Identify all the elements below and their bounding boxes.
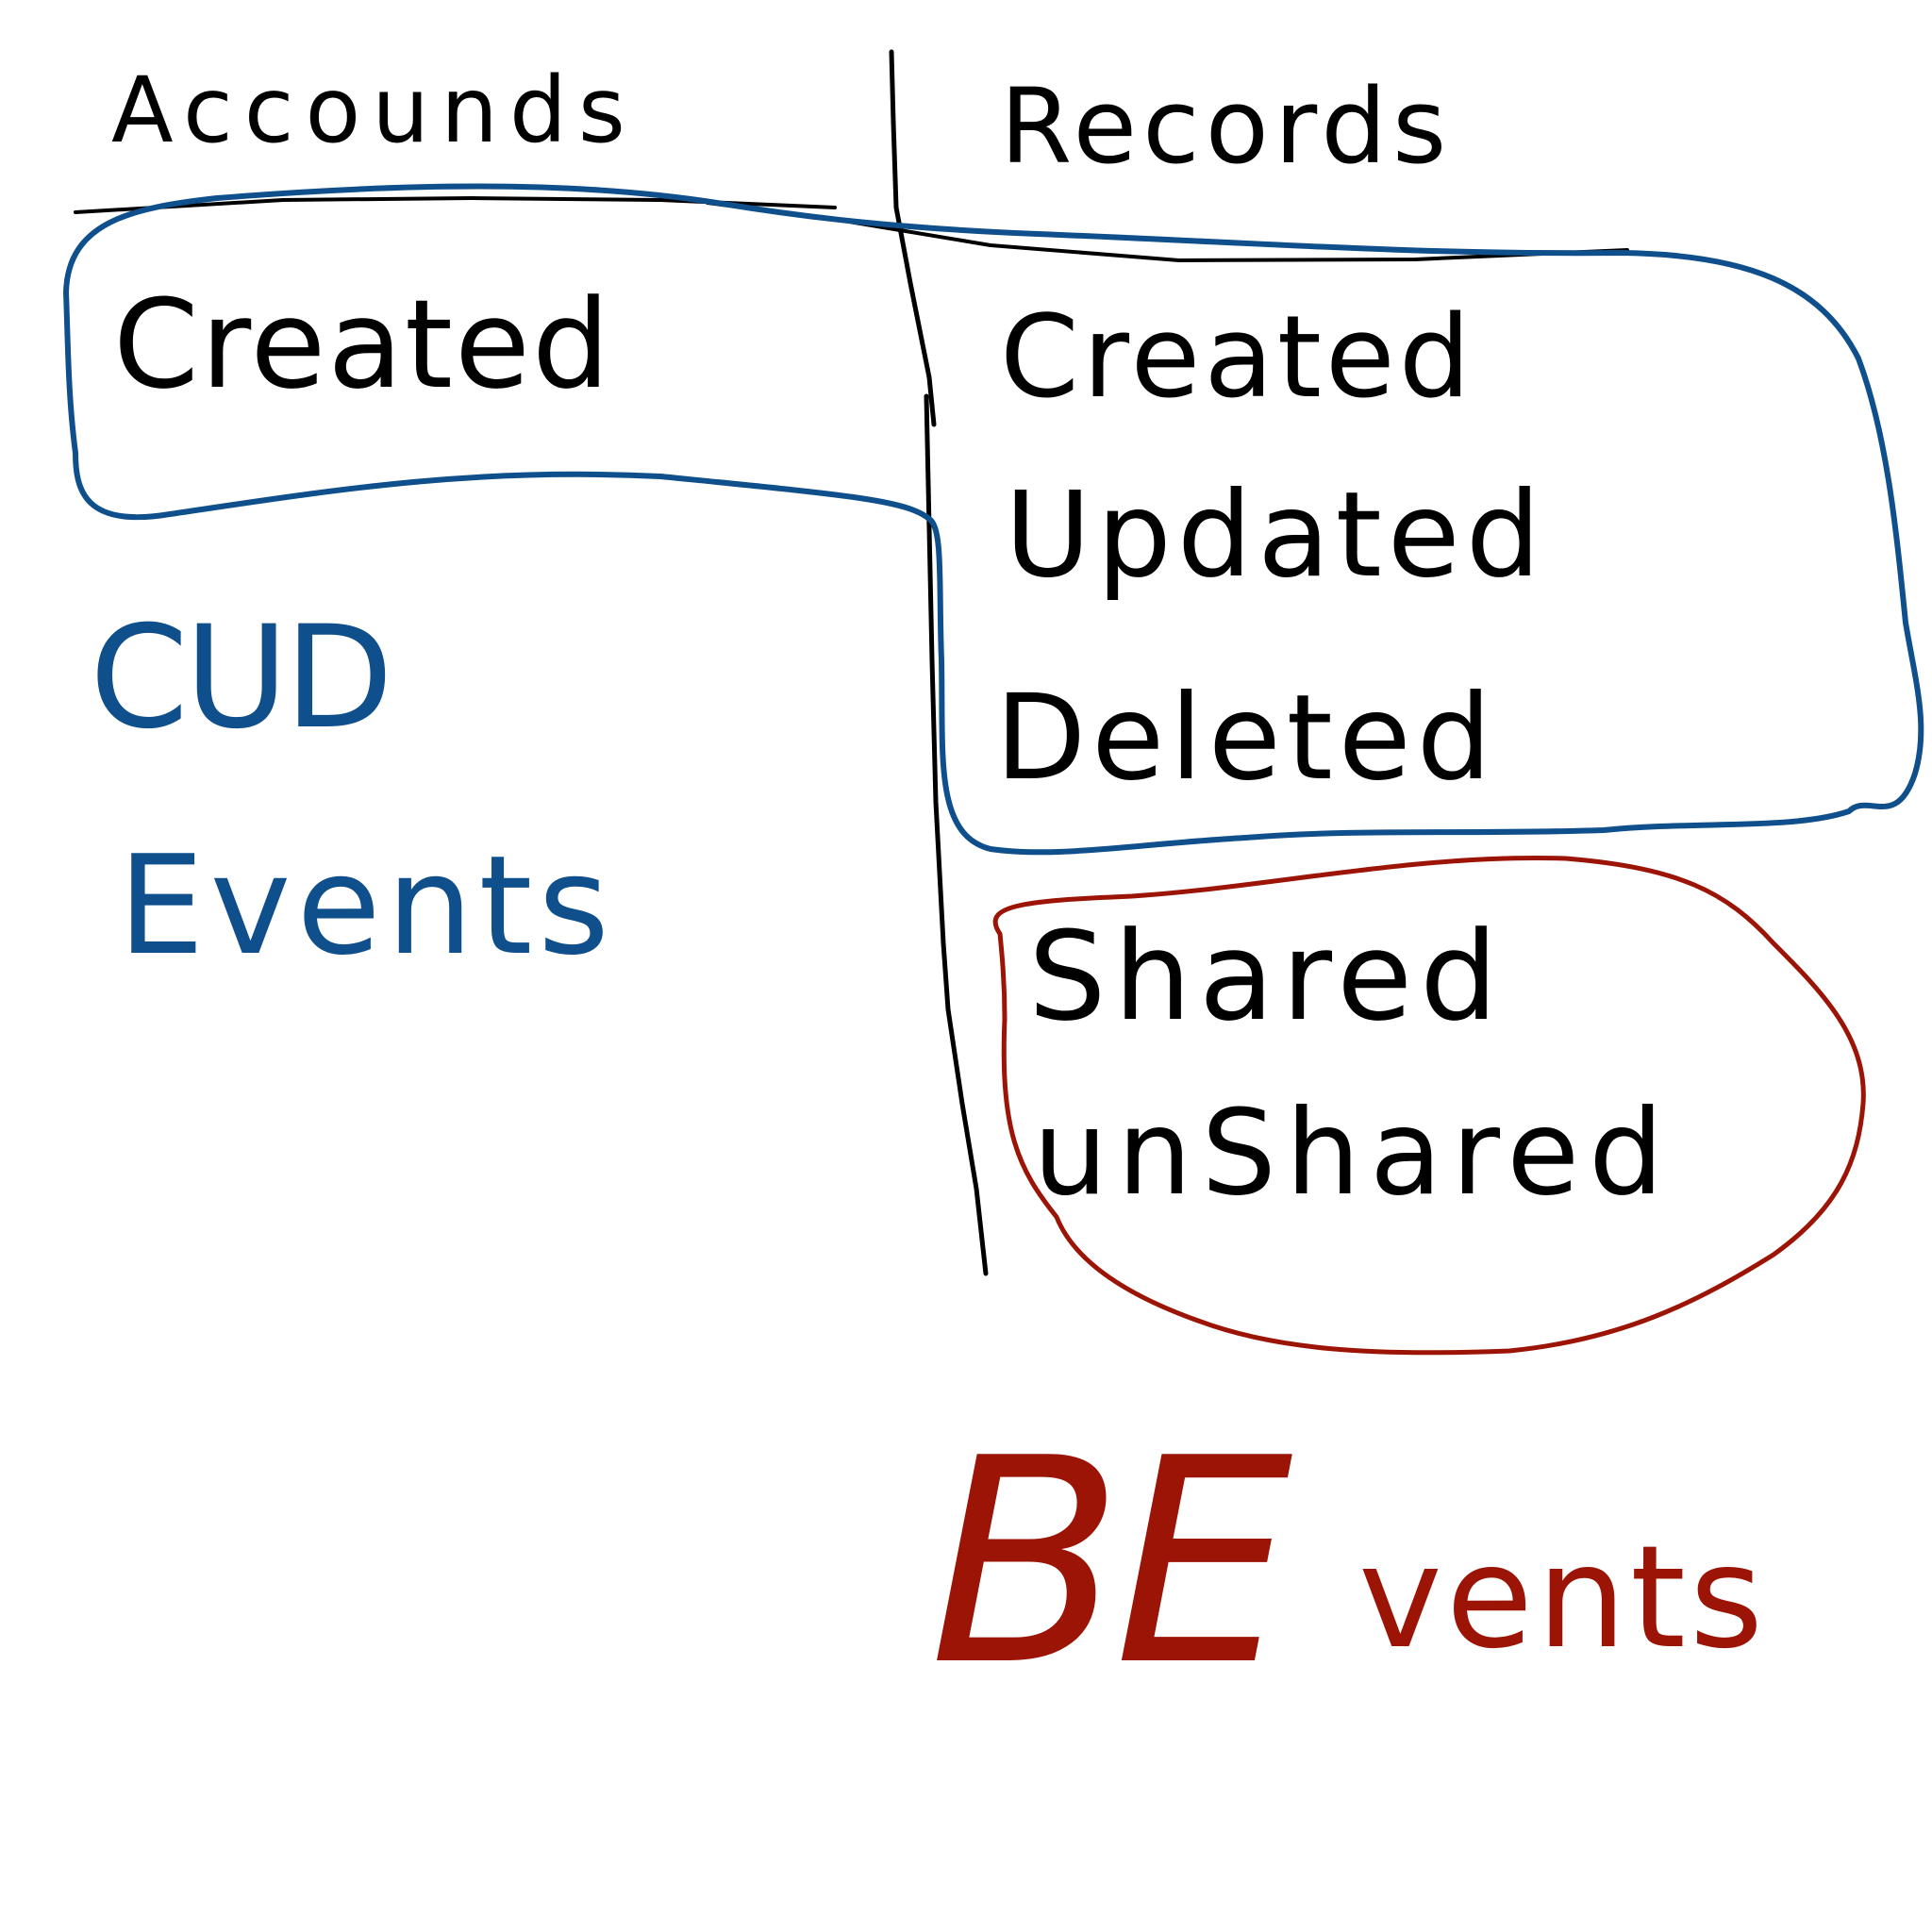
records-header: Records (1000, 66, 1452, 187)
cud-label: CUD (90, 596, 390, 760)
records-item-created: Created (1000, 292, 1474, 424)
be-suffix-label: vents (1358, 1516, 1767, 1680)
be-prefix-label: BE (929, 1398, 1295, 1727)
records-item-deleted: Deleted (995, 670, 1497, 807)
accounts-header: Accounds (111, 58, 637, 163)
records-item-unshared: unShared (1033, 1085, 1674, 1222)
accounts-item-created: Created (113, 273, 611, 416)
records-item-shared: Shared (1028, 905, 1506, 1048)
cud-events-label: Events (118, 826, 615, 986)
records-item-updated: Updated (1005, 467, 1546, 604)
